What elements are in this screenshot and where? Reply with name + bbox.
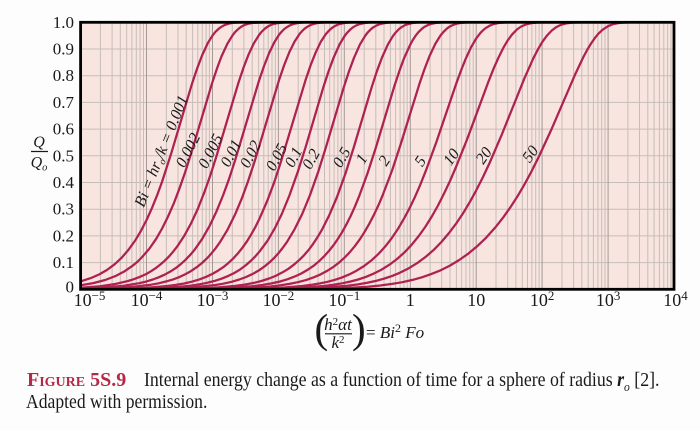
svg-text:0.1: 0.1 xyxy=(53,253,74,272)
svg-text:0: 0 xyxy=(66,278,75,297)
svg-text:0.9: 0.9 xyxy=(53,40,74,59)
svg-text:0.6: 0.6 xyxy=(53,120,74,139)
svg-text:103: 103 xyxy=(596,288,621,310)
svg-text:10−1: 10−1 xyxy=(328,288,360,310)
svg-text:1: 1 xyxy=(406,290,415,310)
svg-text:Qo: Qo xyxy=(31,155,48,174)
svg-text:= Bi2 Fo: = Bi2 Fo xyxy=(366,321,424,342)
svg-text:104: 104 xyxy=(663,288,688,310)
svg-text:0.7: 0.7 xyxy=(53,93,75,112)
svg-text:1.0: 1.0 xyxy=(53,13,74,32)
svg-text:10−3: 10−3 xyxy=(197,288,229,310)
svg-text:10−2: 10−2 xyxy=(262,288,294,310)
svg-text:Q: Q xyxy=(33,134,45,151)
svg-text:0.4: 0.4 xyxy=(53,173,75,192)
svg-text:10: 10 xyxy=(467,290,485,310)
svg-text:): ) xyxy=(352,306,366,352)
svg-text:(: ( xyxy=(315,306,329,352)
svg-text:102: 102 xyxy=(530,288,555,310)
svg-text:h2αt: h2αt xyxy=(324,315,353,334)
svg-text:10−5: 10−5 xyxy=(74,288,106,310)
svg-text:10−4: 10−4 xyxy=(131,288,163,310)
svg-text:10: 10 xyxy=(440,146,463,169)
svg-text:0.2: 0.2 xyxy=(53,226,74,245)
svg-text:k2: k2 xyxy=(331,333,344,352)
svg-text:0.5: 0.5 xyxy=(53,146,74,165)
svg-text:0.3: 0.3 xyxy=(53,200,74,219)
svg-text:0.8: 0.8 xyxy=(53,66,74,85)
svg-text:20: 20 xyxy=(473,144,496,167)
